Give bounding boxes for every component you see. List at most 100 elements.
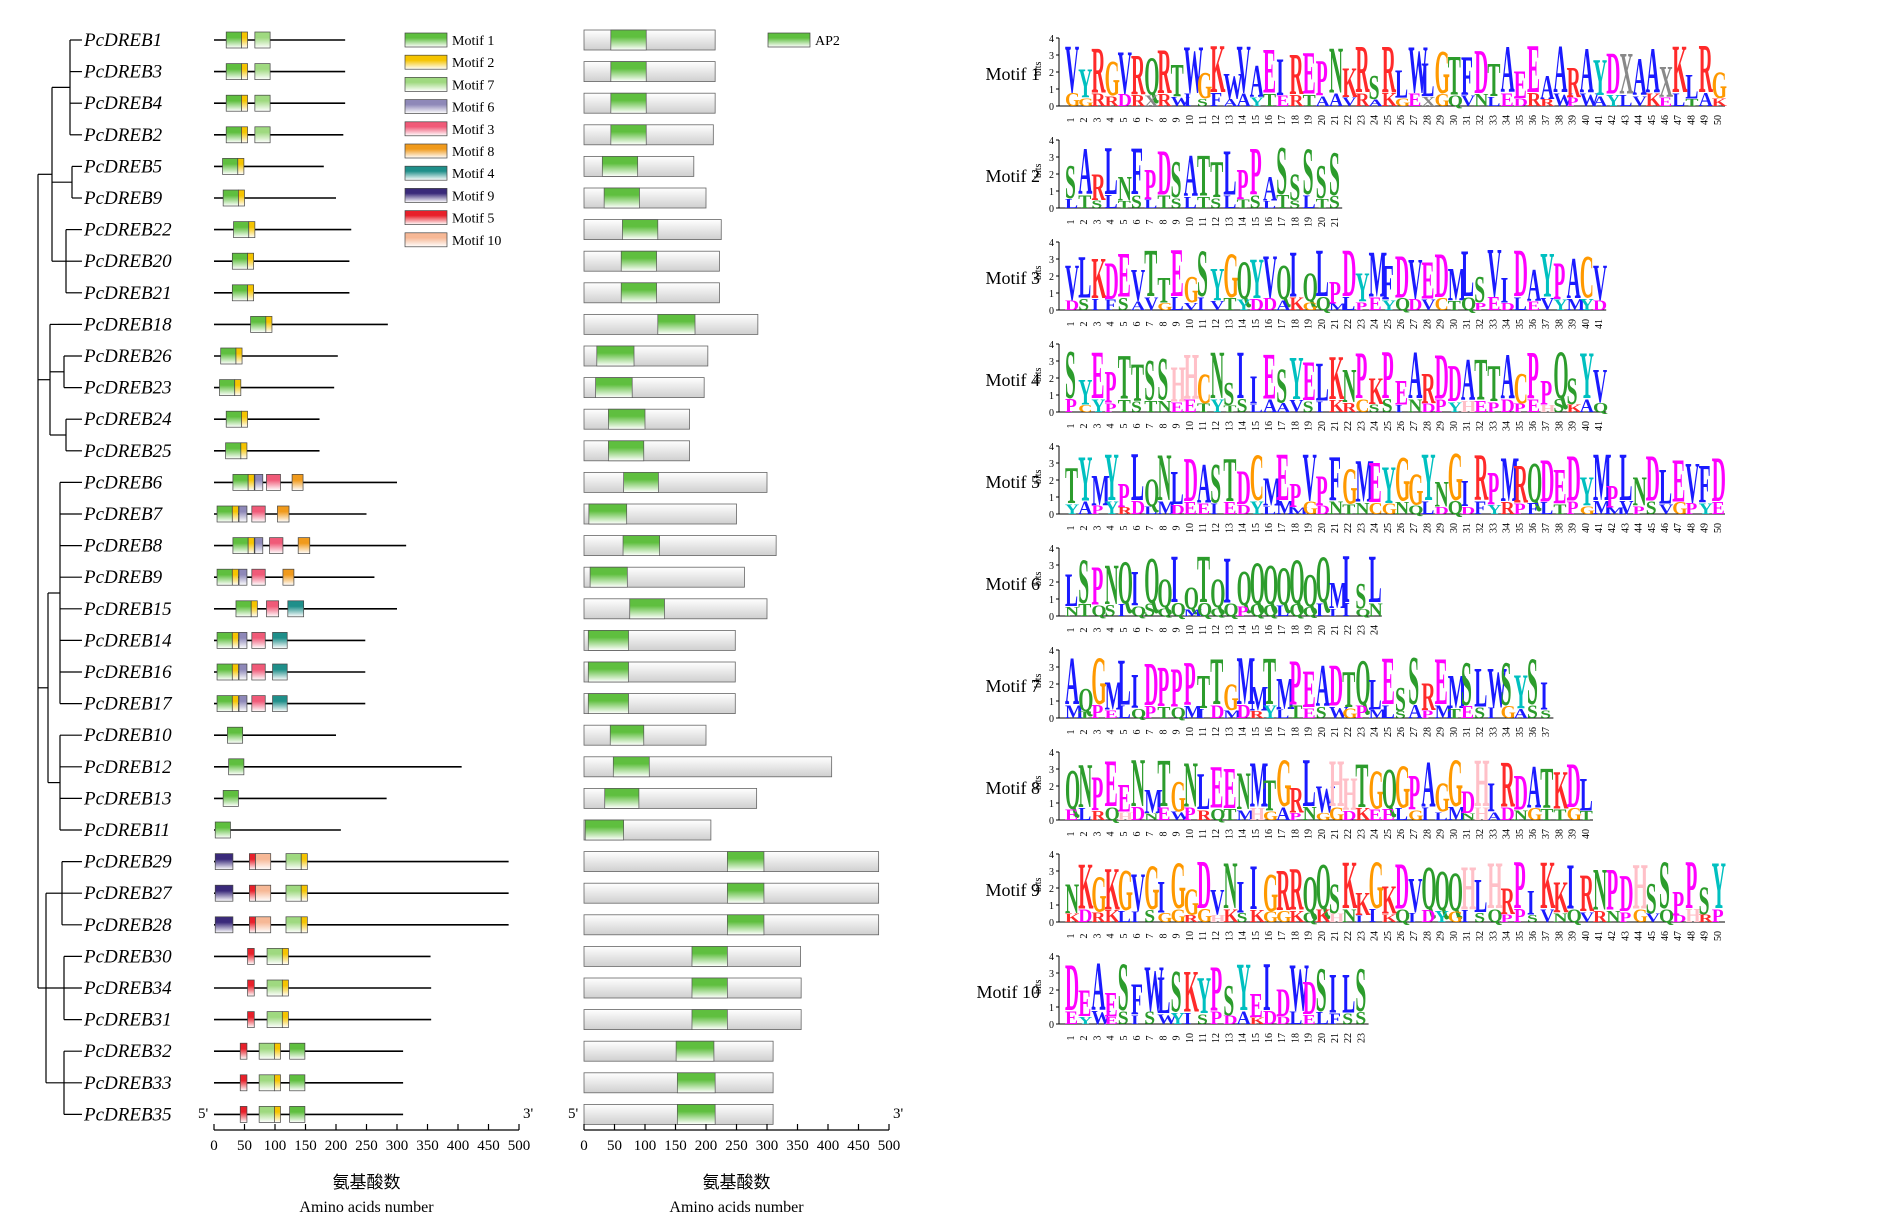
gene-name-label: PcDREB9	[83, 567, 163, 588]
logo-position-number: 44	[1634, 931, 1645, 941]
logo-letter: E	[1091, 337, 1104, 413]
legend-swatch-m1	[404, 32, 448, 48]
logo-y-tick-label: 3	[1049, 459, 1054, 470]
logo-position-number: 20	[1317, 523, 1328, 533]
logo-position-number: 47	[1673, 115, 1684, 125]
motif-box-m2	[265, 316, 273, 333]
gene-name-label: PcDREB8	[83, 536, 163, 557]
ap2-domain-box	[604, 788, 640, 809]
logo-letter-minor: S	[1144, 907, 1155, 927]
motif-box-m5	[247, 979, 255, 997]
motif-logo-label: Motif 1	[985, 64, 1040, 84]
gene-name-label: PcDREB4	[83, 93, 163, 114]
logo-position-number: 21	[1330, 727, 1341, 737]
logo-letter-minor: T	[1342, 501, 1356, 517]
logo-position-number: 21	[1330, 421, 1341, 431]
motif-box-m2	[247, 537, 255, 554]
logo-position-number: 7	[1145, 934, 1156, 939]
logo-letter-minor: S	[1118, 295, 1129, 315]
logo-position-number: 33	[1488, 319, 1499, 329]
logo-letter: L	[1619, 439, 1632, 515]
logo-position-number: 5	[1119, 1036, 1130, 1041]
logo-letter: Y	[1078, 444, 1092, 516]
logo-letter: E	[1263, 36, 1276, 108]
ap2-domain-box	[676, 1072, 716, 1094]
logo-position-number: 32	[1475, 523, 1486, 533]
logo-letter: S	[1646, 874, 1657, 923]
logo-letter: I	[1223, 543, 1231, 618]
logo-position-number: 16	[1264, 829, 1275, 839]
logo-letter: T	[1263, 643, 1276, 719]
logo-position-number: 17	[1277, 319, 1288, 329]
logo-letter-minor: L	[1514, 294, 1527, 315]
logo-position-number: 36	[1528, 523, 1539, 533]
logo-position-number: 8	[1158, 730, 1169, 735]
logo-letter-minor: T	[1197, 401, 1210, 415]
logo-position-number: 40	[1581, 931, 1592, 941]
logo-y-tick-label: 3	[1049, 357, 1054, 368]
logo-letter-minor: T	[1580, 808, 1593, 823]
logo-y-tick-label: 3	[1049, 867, 1054, 878]
logo-position-number: 6	[1132, 220, 1143, 225]
ap2-domain-box	[584, 819, 624, 841]
ap2-domain-box	[589, 566, 628, 588]
logo-letter-minor: I	[1316, 600, 1324, 621]
logo-letter: R	[1091, 33, 1105, 108]
motif-box-m5	[239, 1106, 248, 1123]
logo-letter-minor: N	[1157, 397, 1172, 416]
logo-position-number: 26	[1396, 931, 1407, 941]
logo-letter-minor: S	[1369, 403, 1380, 415]
motif-box-m1	[216, 568, 233, 586]
logo-position-number: 9	[1172, 118, 1183, 123]
logo-position-number: 30	[1449, 727, 1460, 737]
logo-letter: I	[1527, 884, 1535, 924]
logo-position-number: 11	[1198, 931, 1209, 941]
logo-letter-minor: D	[1171, 502, 1185, 517]
logo-letter: R	[1421, 674, 1435, 718]
logo-letter-minor: N	[1474, 91, 1489, 111]
logo-letter: T	[1197, 665, 1210, 719]
logo-position-number: 11	[1198, 319, 1209, 329]
ap2-domain-box	[609, 724, 645, 746]
logo-letter-minor: I	[1197, 294, 1205, 315]
logo-letter-minor: R	[1501, 499, 1516, 519]
logo-letter: N	[1237, 761, 1251, 821]
logo-position-number: 14	[1238, 217, 1249, 227]
logo-letter-minor: L	[1118, 907, 1131, 925]
motif-box-m2	[241, 94, 248, 112]
logo-letter: S	[1329, 140, 1340, 210]
logo-letter: Q	[1184, 580, 1199, 617]
logo-letter: Y	[1078, 373, 1092, 413]
logo-letter: T	[1474, 346, 1487, 413]
legend-swatch-m4	[404, 165, 448, 181]
logo-y-tick-label: 0	[1049, 816, 1054, 827]
motif-box-m1	[216, 632, 233, 649]
logo-position-number: 14	[1238, 319, 1249, 329]
logo-y-tick-label: 1	[1049, 1003, 1054, 1014]
logo-bits-label: bits	[1033, 775, 1044, 790]
logo-position-number: 26	[1396, 319, 1407, 329]
logo-letter-minor: S	[1078, 295, 1089, 314]
logo-position-number: 37	[1541, 523, 1552, 533]
logo-letter-minor: T	[1078, 710, 1092, 721]
logo-position-number: 19	[1304, 421, 1315, 431]
logo-letter-minor: A	[1369, 98, 1384, 109]
logo-letter-minor: P	[1474, 301, 1486, 313]
logo-position-number: 38	[1554, 421, 1565, 431]
motif-box-m1	[222, 158, 239, 175]
logo-letter-minor: Q	[1263, 601, 1278, 619]
logo-letter: S	[1171, 149, 1182, 209]
logo-y-tick-label: 1	[1049, 595, 1054, 606]
motif-legend: Motif 1 Motif 2 Motif 7 Motif 6 Motif 3 Motif…	[404, 32, 501, 249]
logo-letter: Q	[1303, 866, 1318, 923]
logo-letter-minor: Q	[1210, 805, 1225, 824]
logo-position-number: 15	[1251, 217, 1262, 227]
logo-letter-minor: E	[1276, 92, 1289, 109]
logo-letter: Q	[1553, 338, 1568, 414]
logo-position-number: 50	[1713, 115, 1724, 125]
axis-tick-label: 250	[725, 1138, 748, 1154]
logo-letter: N	[1078, 752, 1092, 822]
logo-letter-minor: G	[1263, 908, 1279, 926]
logo-position-number: 33	[1488, 523, 1499, 533]
logo-letter: A	[1263, 170, 1277, 210]
